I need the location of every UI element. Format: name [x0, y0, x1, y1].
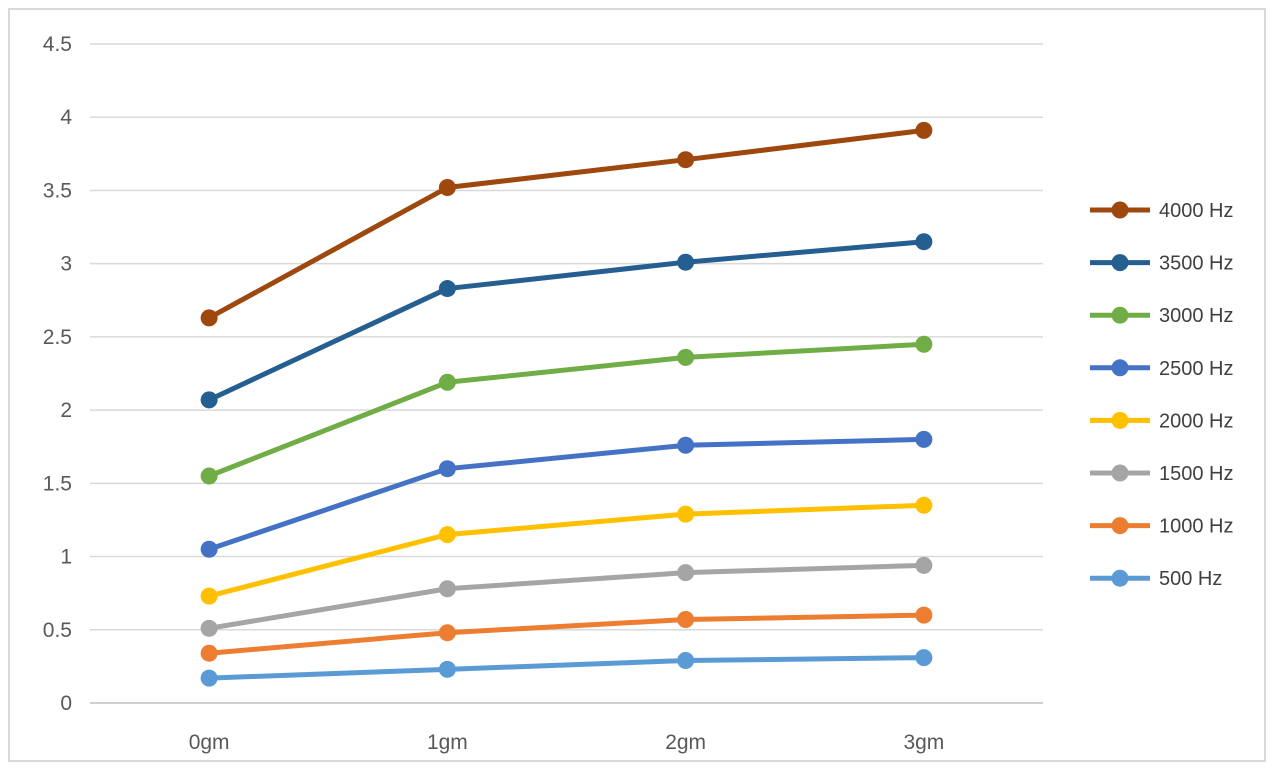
legend-label: 1500 Hz	[1159, 463, 1234, 485]
y-tick-label: 1	[60, 546, 72, 569]
data-point	[200, 587, 218, 605]
y-tick-label: 2	[60, 399, 72, 422]
data-point	[438, 624, 456, 642]
data-point	[915, 556, 933, 574]
series-500-hz	[200, 649, 933, 687]
legend-item: 2500 Hz	[1090, 358, 1234, 380]
data-point	[677, 652, 695, 670]
y-axis-ticks: 0 0.5 1 1.5 2 2.5 3 3.5 4 4.5	[43, 33, 73, 715]
data-point	[915, 649, 933, 667]
data-point	[677, 611, 695, 629]
legend-marker	[1111, 201, 1129, 219]
data-point	[438, 179, 456, 197]
legend-item: 1500 Hz	[1090, 463, 1234, 485]
y-tick-label: 0	[60, 692, 72, 715]
data-point	[438, 460, 456, 478]
legend-marker	[1111, 569, 1129, 587]
data-point	[438, 580, 456, 598]
legend-marker	[1111, 517, 1129, 535]
legend-label: 1000 Hz	[1159, 516, 1234, 538]
data-point	[915, 233, 933, 251]
legend-item: 4000 Hz	[1090, 200, 1234, 222]
series-4000-hz	[200, 121, 933, 327]
series-3500-hz	[200, 233, 933, 409]
x-tick-label: 0gm	[189, 731, 230, 754]
data-point	[200, 309, 218, 327]
data-point	[200, 619, 218, 637]
y-tick-label: 1.5	[43, 472, 72, 495]
data-point	[677, 253, 695, 271]
legend-label: 4000 Hz	[1159, 200, 1234, 222]
legend-label: 2000 Hz	[1159, 410, 1234, 432]
legend-marker	[1111, 464, 1129, 482]
data-point	[915, 496, 933, 514]
data-point	[915, 335, 933, 353]
chart-frame	[8, 8, 1266, 762]
legend-label: 3000 Hz	[1159, 305, 1234, 327]
series-line	[206, 655, 927, 681]
legend-marker	[1111, 411, 1129, 429]
series-1000-hz	[200, 606, 933, 662]
data-point	[200, 467, 218, 485]
data-point	[677, 151, 695, 169]
series-line	[206, 341, 927, 479]
data-point	[438, 373, 456, 391]
series-line	[206, 502, 927, 599]
data-point	[200, 540, 218, 558]
legend-label: 500 Hz	[1159, 568, 1222, 590]
y-tick-label: 4	[60, 106, 72, 129]
series-line	[206, 436, 927, 552]
series-line	[206, 612, 927, 656]
series-1500-hz	[200, 556, 933, 637]
data-point	[677, 436, 695, 454]
legend-marker	[1111, 359, 1129, 377]
data-point	[438, 280, 456, 298]
data-point	[915, 606, 933, 624]
data-point	[200, 391, 218, 409]
legend-marker	[1111, 254, 1129, 272]
plot-area	[200, 121, 933, 687]
series-line	[206, 127, 927, 321]
series-line	[206, 562, 927, 631]
data-point	[915, 121, 933, 139]
legend-item: 3500 Hz	[1090, 253, 1234, 275]
x-axis-ticks: 0gm 1gm 2gm 3gm	[189, 731, 945, 754]
legend-label: 2500 Hz	[1159, 358, 1234, 380]
gridlines	[90, 43, 1043, 704]
data-point	[200, 669, 218, 687]
x-tick-label: 2gm	[665, 731, 706, 754]
legend-item: 2000 Hz	[1090, 410, 1234, 432]
series-3000-hz	[200, 335, 933, 485]
y-tick-label: 0.5	[43, 619, 72, 642]
series-2000-hz	[200, 496, 933, 605]
y-tick-label: 3	[60, 253, 72, 276]
legend-item: 3000 Hz	[1090, 305, 1234, 327]
y-tick-label: 2.5	[43, 326, 72, 349]
data-point	[915, 430, 933, 448]
x-tick-label: 3gm	[903, 731, 944, 754]
legend-label: 3500 Hz	[1159, 253, 1234, 275]
data-point	[677, 564, 695, 582]
data-point	[677, 505, 695, 523]
y-tick-label: 3.5	[43, 179, 72, 202]
data-point	[677, 348, 695, 366]
legend: 4000 Hz 3500 Hz 3000 Hz 2500 Hz 2000 Hz 1500 …	[1090, 200, 1234, 590]
data-point	[438, 660, 456, 678]
legend-marker	[1111, 306, 1129, 324]
legend-item: 1000 Hz	[1090, 516, 1234, 538]
data-point	[438, 526, 456, 544]
legend-item: 500 Hz	[1090, 568, 1222, 590]
series-2500-hz	[200, 430, 933, 558]
data-point	[200, 644, 218, 662]
x-tick-label: 1gm	[427, 731, 468, 754]
series-line	[206, 239, 927, 403]
y-tick-label: 4.5	[43, 33, 72, 56]
